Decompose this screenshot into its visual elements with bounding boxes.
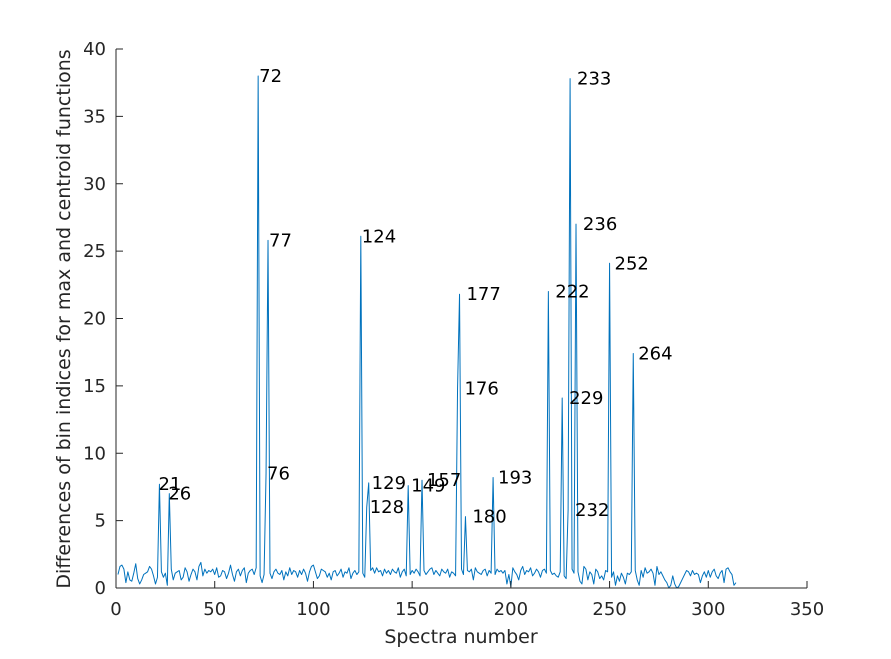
y-tick-label: 15 <box>83 376 106 397</box>
peak-label-180: 180 <box>472 507 506 528</box>
axes-layer: 0 50 100 150 200 250 300 350 0 5 10 15 20 25 30 35 40 <box>83 39 824 620</box>
x-tick-label: 0 <box>110 599 121 620</box>
peak-label-77: 77 <box>269 230 292 251</box>
peak-label-128: 128 <box>370 497 404 518</box>
peak-label-222: 222 <box>555 282 589 303</box>
peak-label-157: 157 <box>427 470 461 491</box>
series-line <box>117 75 737 589</box>
peak-label-124: 124 <box>362 226 396 247</box>
y-tick-label: 5 <box>95 511 106 532</box>
y-tick-label: 0 <box>95 578 106 599</box>
y-tick-label: 10 <box>83 443 106 464</box>
peak-label-193: 193 <box>498 468 532 489</box>
y-tick-label: 30 <box>83 174 106 195</box>
x-tick-label: 100 <box>296 599 330 620</box>
y-axis-title: Differences of bin indices for max and c… <box>53 49 75 588</box>
x-tick-label: 250 <box>592 599 626 620</box>
peak-label-176: 176 <box>464 379 498 400</box>
y-tick-label: 20 <box>83 309 106 330</box>
peak-label-76: 76 <box>267 463 290 484</box>
x-tick-label: 350 <box>790 599 824 620</box>
x-tick-label: 300 <box>691 599 725 620</box>
x-tick-label: 200 <box>494 599 528 620</box>
peak-label-233: 233 <box>577 69 611 90</box>
peak-label-264: 264 <box>638 344 672 365</box>
peak-label-72: 72 <box>259 66 282 87</box>
peak-label-21: 21 <box>158 474 181 495</box>
peak-label-26: 26 <box>168 484 191 505</box>
peak-label-236: 236 <box>583 214 617 235</box>
x-tick-label: 50 <box>203 599 226 620</box>
peak-label-229: 229 <box>569 388 603 409</box>
x-tick-label: 150 <box>395 599 429 620</box>
y-tick-label: 40 <box>83 39 106 60</box>
y-tick-label: 35 <box>83 106 106 127</box>
plot-layer <box>117 75 737 589</box>
peak-label-129: 129 <box>372 473 406 494</box>
x-axis-title: Spectra number <box>384 626 538 648</box>
peak-label-149: 149 <box>411 476 445 497</box>
peak-label-232: 232 <box>575 500 609 521</box>
y-tick-label: 25 <box>83 241 106 262</box>
peak-label-252: 252 <box>615 253 649 274</box>
peak-label-177: 177 <box>466 284 500 305</box>
